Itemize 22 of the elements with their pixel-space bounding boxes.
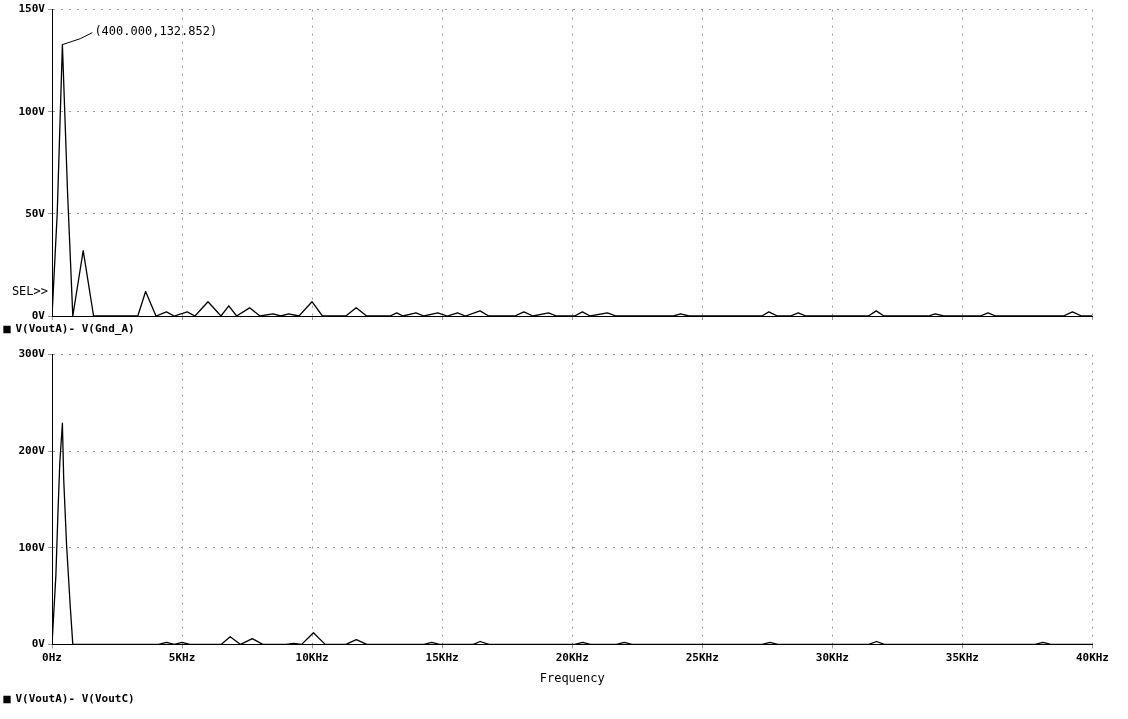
x-tick-label: 25KHz <box>685 650 719 664</box>
text: SEL>> <box>11 284 48 299</box>
y-tick-label: 0V <box>31 637 46 651</box>
x-tick-label: 10KHz <box>295 650 329 664</box>
legend-label: V(VoutA)- V(VoutC) <box>15 692 135 706</box>
y-tick-label: 150V <box>18 2 46 16</box>
x-tick-label: 30KHz <box>815 650 849 664</box>
x-tick-label: 35KHz <box>945 650 979 664</box>
annotation: (400.000,132.852) <box>94 23 218 38</box>
x-tick-label: 40KHz <box>1075 650 1110 664</box>
y-tick-label: 0V <box>31 308 46 322</box>
y-tick-label: 100V <box>18 540 46 554</box>
x-tick-label: 20KHz <box>555 650 589 664</box>
x-axis-title: Frequency <box>539 670 605 685</box>
y-tick-label: 100V <box>18 104 46 118</box>
x-tick-label: 5KHz <box>168 650 196 664</box>
legend-label: V(VoutA)- V(Gnd_A) <box>15 322 135 336</box>
x-tick-label: 0Hz <box>42 650 62 664</box>
y-tick-label: 300V <box>18 347 46 361</box>
y-tick-label: 50V <box>25 206 46 220</box>
x-tick-label: 15KHz <box>425 650 459 664</box>
y-tick-label: 200V <box>18 444 46 458</box>
